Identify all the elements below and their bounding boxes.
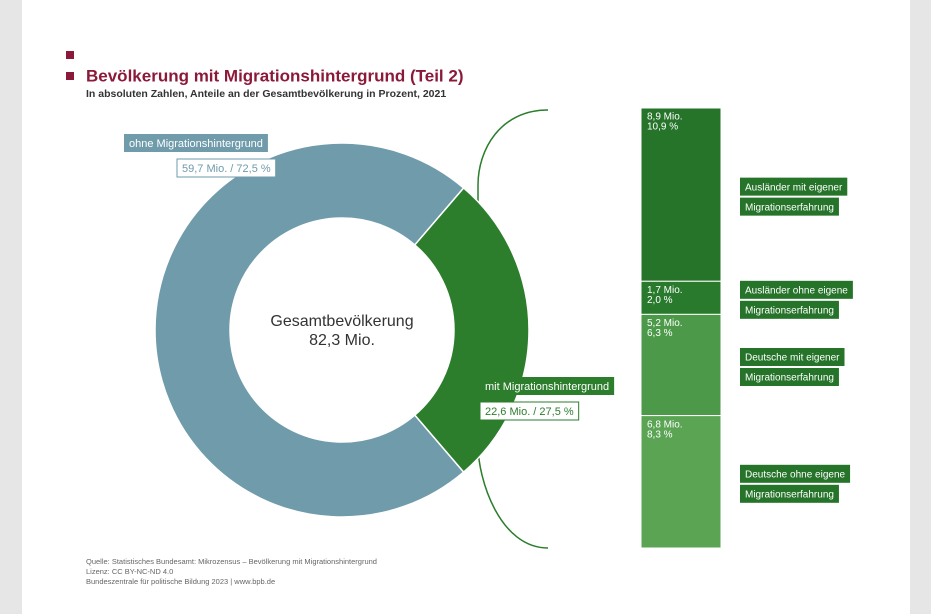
footer-line: Quelle: Statistisches Bundesamt: Mikroze… <box>86 557 377 566</box>
title-marker <box>66 51 74 59</box>
category-label-box <box>124 134 268 152</box>
value-label: 8,9 Mio. <box>647 112 683 123</box>
category-label: mit Migrationshintergrund <box>485 381 609 393</box>
donut-segment <box>413 186 530 474</box>
legend-label: Deutsche mit eigener <box>745 353 840 364</box>
legend-label: Ausländer mit eigener <box>745 182 843 193</box>
legend-label: Migrationserfahrung <box>745 373 834 384</box>
legend-label-box <box>740 484 839 503</box>
value-label: 6,8 Mio. <box>647 419 683 430</box>
legend-label-box <box>740 177 848 196</box>
legend-label: Migrationserfahrung <box>745 305 834 316</box>
share-label: 6,3 % <box>647 328 673 339</box>
value-label: 5,2 Mio. <box>647 318 683 329</box>
value-label-box <box>176 158 277 178</box>
legend-label-box <box>740 280 853 299</box>
title-marker <box>66 72 74 80</box>
legend-label-box <box>740 367 839 386</box>
value-label-box <box>479 401 580 421</box>
legend-label: Migrationserfahrung <box>745 202 834 213</box>
bar-segment <box>640 107 722 282</box>
center-value: 82,3 Mio. <box>309 332 375 349</box>
category-label-box <box>480 377 615 395</box>
legend-label: Ausländer ohne eigene <box>745 285 848 296</box>
share-label: 2,0 % <box>647 295 673 306</box>
share-label: 10,9 % <box>647 122 678 133</box>
donut-segment <box>154 142 465 518</box>
value-label: 1,7 Mio. <box>647 285 683 296</box>
category-label: ohne Migrationshintergrund <box>129 138 263 150</box>
share-label: 8,3 % <box>647 429 673 440</box>
title: Bevölkerung mit Migrationshintergrund (T… <box>86 66 464 85</box>
legend-label: Deutsche ohne eigene <box>745 469 846 480</box>
footer-line: Bundeszentrale für politische Bildung 20… <box>86 577 275 586</box>
legend-label-box <box>740 347 845 366</box>
legend-label-box <box>740 300 839 319</box>
legend-label-box <box>740 464 851 483</box>
bar-segment <box>640 415 722 549</box>
legend-label-box <box>740 197 839 216</box>
bar-segment <box>640 280 722 315</box>
value-label: 59,7 Mio. / 72,5 % <box>182 163 271 175</box>
subtitle: In absoluten Zahlen, Anteile an der Gesa… <box>86 88 446 100</box>
center-label: Gesamtbevölkerung <box>270 313 413 330</box>
legend-label: Migrationserfahrung <box>745 489 834 500</box>
value-label: 22,6 Mio. / 27,5 % <box>485 406 574 418</box>
footer-line: Lizenz: CC BY-NC-ND 4.0 <box>86 567 173 576</box>
